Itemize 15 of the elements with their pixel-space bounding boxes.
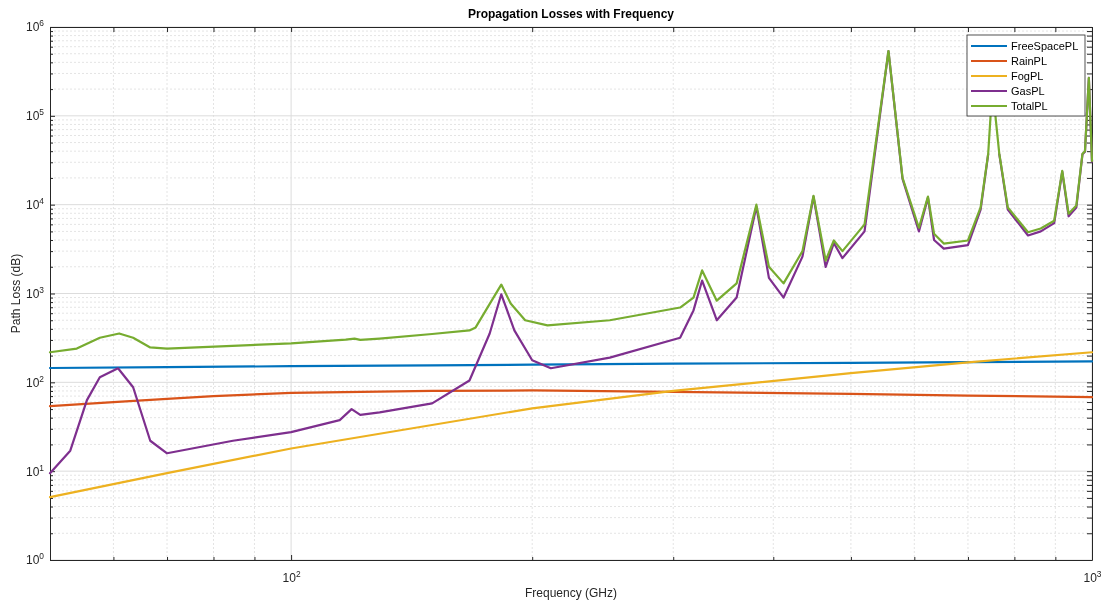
- y-tick-label: 10$^{5}$: [25, 107, 45, 124]
- legend-label: FreeSpacePL: [1011, 40, 1079, 52]
- legend-label: FogPL: [1011, 70, 1044, 82]
- x-axis-title: Frequency (GHz): [524, 586, 618, 600]
- y-tick-label: 10$^{4}$: [25, 196, 45, 213]
- y-tick-label: 10$^{0}$: [25, 551, 45, 568]
- y-tick-label: 10$^{2}$: [25, 373, 45, 390]
- y-tick-label: 10$^{3}$: [25, 284, 45, 301]
- y-tick-label: 10$^{6}$: [25, 18, 45, 35]
- chart-title: Propagation Losses with Frequency: [467, 7, 675, 21]
- legend-label: GasPL: [1011, 85, 1045, 97]
- y-tick-label: 10$^{1}$: [25, 462, 45, 479]
- legend-label: RainPL: [1011, 55, 1048, 67]
- y-axis-title: Path Loss (dB): [9, 253, 23, 334]
- legend-label: TotalPL: [1011, 100, 1048, 112]
